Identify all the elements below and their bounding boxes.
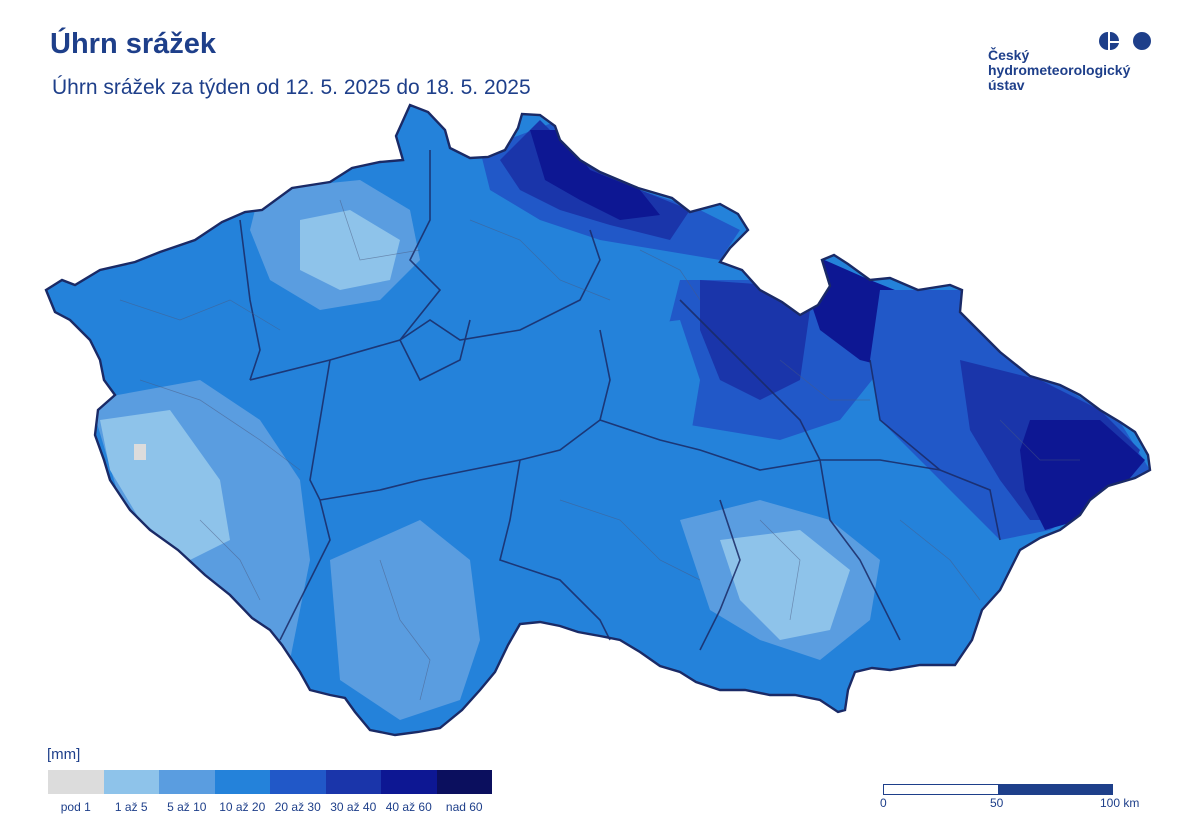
legend-label-3: 10 až 20 xyxy=(219,800,266,814)
legend-label-2: 5 až 10 xyxy=(167,800,207,814)
legend-swatch-2 xyxy=(159,770,215,794)
map-subtitle: Úhrn srážek za týden od 12. 5. 2025 do 1… xyxy=(52,76,531,99)
logo-mark-icon xyxy=(1099,32,1151,51)
logo-line-2: hydrometeorologický xyxy=(988,62,1131,78)
scale-label-0: 0 xyxy=(880,796,887,810)
logo-line-3: ústav xyxy=(988,77,1025,93)
logo-line-1: Český xyxy=(988,47,1030,63)
legend-unit: [mm] xyxy=(47,746,81,763)
legend-label-0: pod 1 xyxy=(60,800,91,814)
legend-label-7: nad 60 xyxy=(445,800,483,814)
scale-bar-graphic xyxy=(883,784,1113,795)
legend-swatch-0 xyxy=(48,770,104,794)
legend-swatch-6 xyxy=(381,770,437,794)
logo-text: Český hydrometeorologický ústav xyxy=(988,48,1130,93)
legend-swatch-7 xyxy=(436,770,492,794)
legend-label-5: 30 až 40 xyxy=(330,800,377,814)
scale-bar: 0 50 100 km xyxy=(880,784,1150,820)
chmi-logo: Český hydrometeorologický ústav xyxy=(988,30,1168,100)
legend-swatch-5 xyxy=(325,770,381,794)
legend-label-1: 1 až 5 xyxy=(114,800,148,814)
legend-swatch-4 xyxy=(270,770,326,794)
legend-swatch-1 xyxy=(103,770,159,794)
map-title: Úhrn srážek xyxy=(50,28,217,60)
legend-label-6: 40 až 60 xyxy=(385,800,432,814)
legend-label-4: 20 až 30 xyxy=(274,800,321,814)
country-border xyxy=(44,103,1152,737)
legend: pod 1 1 až 5 5 až 10 10 až 20 20 až 30 30 až … xyxy=(48,770,492,820)
legend-swatch-3 xyxy=(214,770,270,794)
scale-label-100: 100 km xyxy=(1100,796,1140,810)
scale-label-50: 50 xyxy=(990,796,1004,810)
